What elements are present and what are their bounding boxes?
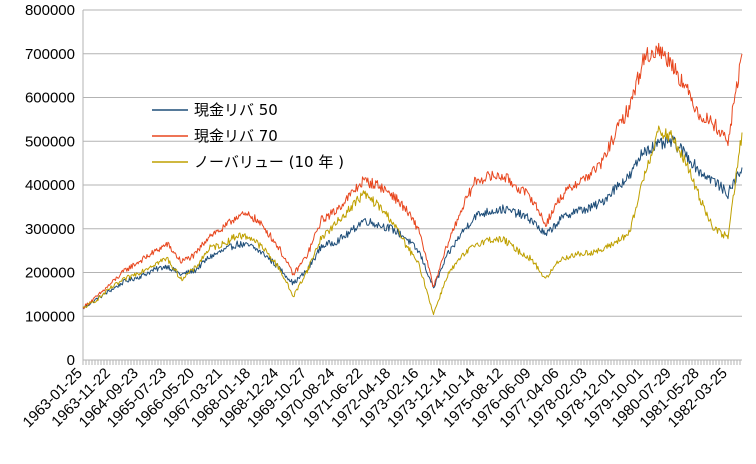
x-minor-tick-marks bbox=[82, 360, 741, 365]
legend-label: ノーバリュー (10 年 ) bbox=[194, 153, 344, 171]
y-tick-label: 600000 bbox=[25, 90, 75, 107]
legend-label: 現金リバ 50 bbox=[194, 101, 278, 119]
legend-label: 現金リバ 70 bbox=[194, 127, 278, 145]
x-minor-ticks bbox=[82, 360, 741, 365]
y-tick-label: 500000 bbox=[25, 133, 75, 150]
y-tick-labels: 800000 700000 600000 500000 400000 300000 2000… bbox=[25, 2, 75, 369]
y-tick-label: 300000 bbox=[25, 221, 75, 238]
y-tick-label: 200000 bbox=[25, 265, 75, 282]
legend: 現金リバ 50 現金リバ 70 ノーバリュー (10 年 ) bbox=[152, 101, 344, 171]
series-lines bbox=[82, 42, 743, 316]
series-line bbox=[82, 42, 743, 309]
y-tick-label: 100000 bbox=[25, 308, 75, 325]
grid-lines bbox=[83, 9, 742, 361]
y-tick-label: 400000 bbox=[25, 177, 75, 194]
y-tick-label: 700000 bbox=[25, 46, 75, 63]
series-line bbox=[82, 125, 743, 316]
y-tick-label: 800000 bbox=[25, 2, 75, 19]
y-tick-label: 0 bbox=[67, 352, 75, 369]
x-tick-labels: 1963-01-251963-11-221964-09-231965-07-23… bbox=[20, 365, 731, 431]
